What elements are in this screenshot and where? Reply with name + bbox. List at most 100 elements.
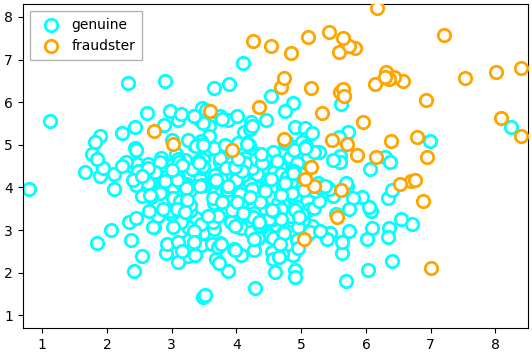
genuine — [313, 180, 322, 186]
genuine — [184, 253, 193, 259]
fraudster — [267, 43, 275, 48]
genuine — [172, 151, 180, 157]
genuine — [197, 138, 205, 143]
genuine — [177, 219, 185, 225]
genuine — [288, 252, 297, 258]
genuine — [255, 229, 264, 234]
genuine — [192, 183, 201, 188]
genuine — [254, 235, 263, 241]
genuine — [281, 138, 290, 144]
fraudster — [307, 164, 315, 170]
genuine — [247, 123, 256, 129]
genuine — [146, 192, 154, 198]
genuine — [143, 180, 152, 186]
genuine — [185, 237, 194, 242]
genuine — [130, 268, 138, 274]
genuine — [348, 195, 357, 201]
fraudster — [461, 75, 469, 81]
genuine — [269, 235, 277, 241]
genuine — [147, 194, 155, 200]
genuine — [271, 164, 279, 169]
genuine — [192, 142, 201, 148]
genuine — [237, 252, 246, 258]
genuine — [254, 222, 263, 228]
genuine — [118, 130, 126, 136]
genuine — [255, 187, 264, 193]
genuine — [246, 230, 255, 235]
genuine — [197, 165, 206, 171]
genuine — [279, 230, 287, 236]
genuine — [166, 208, 174, 214]
genuine — [96, 174, 104, 179]
genuine — [250, 181, 259, 187]
genuine — [257, 161, 266, 166]
fraudster — [395, 181, 404, 187]
genuine — [298, 217, 307, 222]
genuine — [205, 146, 213, 152]
genuine — [168, 163, 176, 168]
genuine — [367, 225, 376, 231]
fraudster — [421, 97, 430, 103]
genuine — [245, 143, 253, 148]
genuine — [248, 151, 257, 156]
genuine — [293, 159, 301, 165]
genuine — [149, 224, 157, 230]
genuine — [255, 180, 263, 185]
genuine — [256, 205, 265, 211]
fraudster — [306, 85, 315, 91]
genuine — [181, 157, 189, 163]
fraudster — [277, 84, 285, 90]
genuine — [384, 195, 392, 201]
genuine — [99, 166, 107, 171]
genuine — [238, 168, 246, 174]
genuine — [151, 169, 159, 175]
genuine — [122, 159, 130, 164]
genuine — [211, 172, 219, 178]
genuine — [274, 215, 282, 221]
genuine — [239, 60, 247, 66]
genuine — [253, 171, 262, 177]
genuine — [325, 230, 334, 236]
genuine — [118, 163, 126, 169]
genuine — [208, 241, 217, 247]
genuine — [199, 230, 207, 236]
genuine — [297, 139, 306, 145]
genuine — [182, 185, 190, 191]
genuine — [209, 220, 218, 225]
fraudster — [345, 43, 353, 49]
genuine — [209, 145, 218, 151]
genuine — [174, 215, 183, 221]
genuine — [222, 209, 231, 215]
genuine — [337, 101, 345, 107]
genuine — [138, 174, 147, 179]
genuine — [276, 164, 284, 170]
fraudster — [280, 75, 288, 81]
genuine — [144, 165, 153, 171]
genuine — [211, 188, 219, 194]
genuine — [181, 182, 190, 188]
genuine — [316, 229, 325, 234]
genuine — [266, 234, 275, 239]
genuine — [196, 221, 205, 227]
genuine — [300, 188, 309, 193]
genuine — [232, 220, 241, 226]
fraudster — [517, 65, 526, 70]
genuine — [277, 171, 285, 177]
genuine — [190, 114, 198, 119]
genuine — [132, 215, 140, 221]
genuine — [277, 252, 286, 257]
genuine — [192, 143, 201, 149]
genuine — [201, 292, 210, 298]
genuine — [277, 216, 286, 222]
genuine — [195, 116, 203, 122]
genuine — [225, 81, 233, 87]
genuine — [167, 211, 175, 217]
genuine — [145, 182, 154, 187]
genuine — [256, 193, 265, 199]
genuine — [315, 199, 323, 204]
genuine — [171, 201, 180, 207]
genuine — [252, 151, 260, 157]
genuine — [217, 242, 226, 247]
genuine — [230, 246, 238, 252]
genuine — [178, 248, 186, 254]
